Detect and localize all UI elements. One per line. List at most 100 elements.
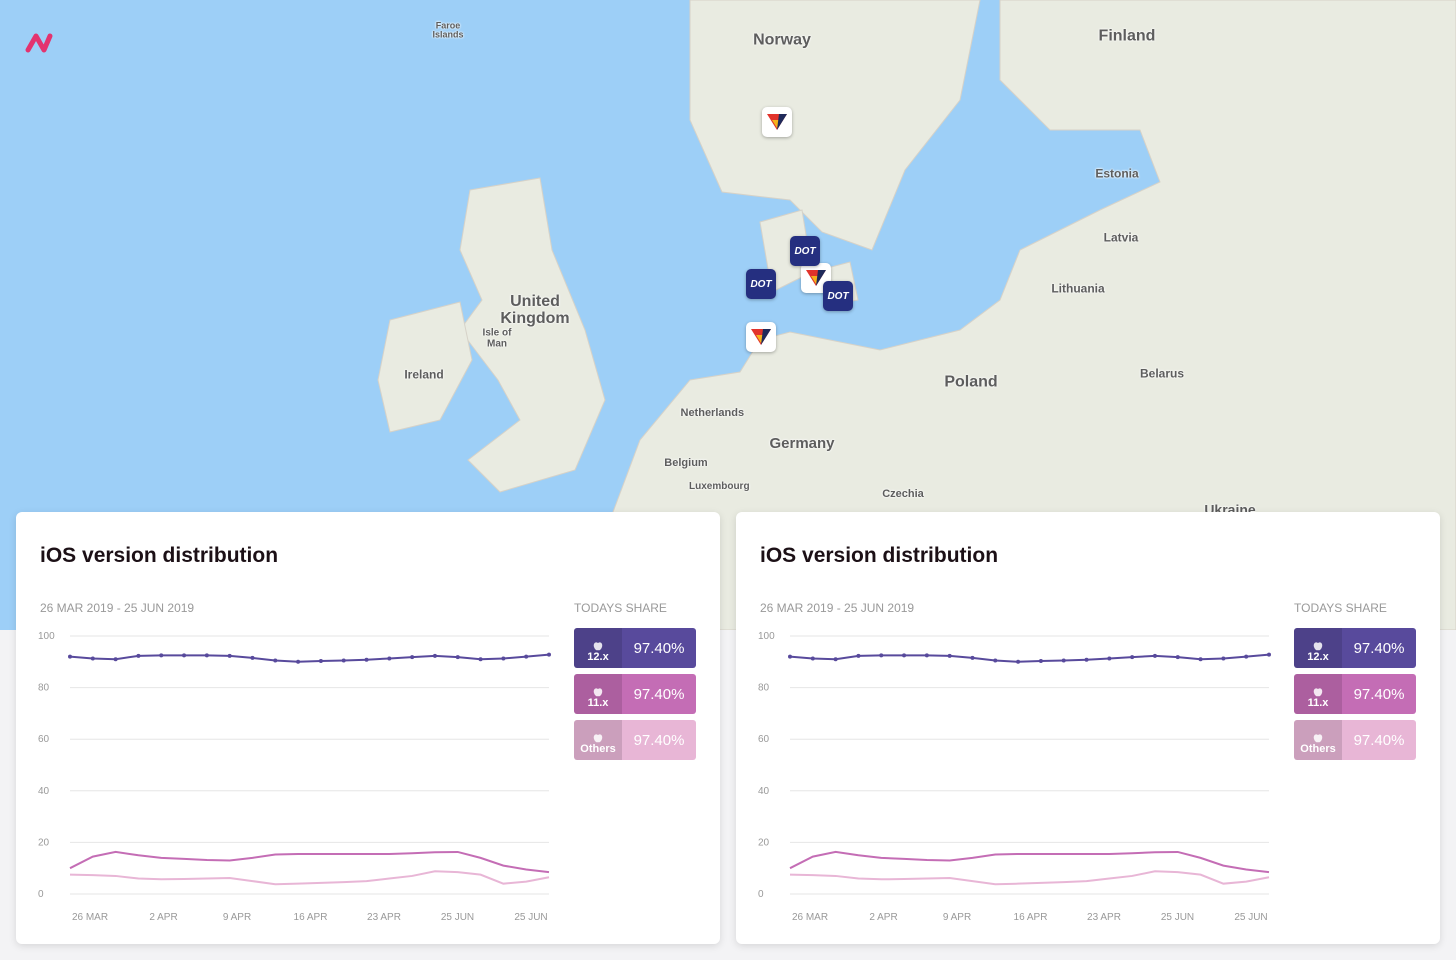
map-label: Germany: [769, 435, 835, 453]
share-value: 97.40%: [633, 731, 685, 749]
share-item: 12.x 97.40%: [1294, 628, 1416, 668]
point: [113, 657, 118, 662]
version-label: 12.x: [587, 651, 609, 663]
point: [947, 653, 952, 658]
y-tick-label: 100: [38, 631, 55, 642]
point: [1244, 654, 1249, 659]
map-label: Poland: [944, 373, 998, 391]
point: [1038, 659, 1043, 664]
map-label: Finland: [1098, 27, 1156, 45]
app-icon: [806, 270, 826, 286]
app-marker[interactable]: [746, 322, 776, 352]
series-line: [789, 653, 1270, 663]
apple-icon: [1313, 731, 1323, 743]
dot-marker[interactable]: DOT: [823, 281, 853, 311]
point: [993, 658, 998, 663]
version-label: 12.x: [1307, 651, 1329, 663]
map-label: United Kingdom: [500, 293, 570, 327]
map-label: Estonia: [1095, 166, 1139, 181]
map-label: Norway: [753, 31, 811, 49]
point: [788, 654, 792, 659]
share-value: 97.40%: [1353, 685, 1405, 703]
point: [90, 656, 95, 661]
y-tick-label: 100: [758, 631, 775, 642]
series-line: [69, 870, 550, 886]
share-value: 97.40%: [633, 685, 685, 703]
point: [1152, 653, 1157, 658]
share-value: 97.40%: [1353, 639, 1405, 657]
version: 11.x: [574, 674, 622, 714]
y-tick-label: 0: [758, 889, 764, 900]
apple-shape: [593, 685, 603, 697]
y-tick-label: 60: [758, 734, 770, 745]
point: [856, 653, 861, 658]
x-tick-label: 23 APR: [367, 912, 401, 922]
map-label: Lithuania: [1051, 281, 1105, 296]
card-title: iOS version distribution: [40, 544, 279, 567]
share-item: Others 97.40%: [1294, 720, 1416, 760]
card-title: iOS version distribution: [760, 544, 999, 567]
x-tick-label: 26 MAR: [72, 912, 108, 922]
map-label: Latvia: [1103, 230, 1139, 245]
point: [410, 655, 415, 660]
version: Others: [1294, 720, 1342, 760]
dot-marker[interactable]: DOT: [746, 269, 776, 299]
line-chart: 0 20 40 60 80 100 26 MAR 2 APR 9 APR 16 APR 23 APR…: [758, 631, 1271, 922]
point: [924, 653, 929, 658]
map-label: Faroe Islands: [432, 20, 464, 40]
y-tick-label: 40: [758, 786, 770, 797]
y-tick-label: 20: [38, 837, 50, 848]
card: iOS version distribution 26 MAR 2019 - 25…: [736, 512, 1440, 944]
x-tick-label: 25 JUN: [514, 912, 547, 922]
point: [204, 653, 209, 658]
point: [1221, 656, 1226, 661]
y-tick-label: 60: [38, 734, 50, 745]
y-tick-label: 0: [38, 889, 44, 900]
apple-icon: [1313, 639, 1323, 651]
y-tick-label: 80: [758, 683, 770, 694]
y-tick-label: 20: [758, 837, 770, 848]
point: [227, 653, 232, 658]
series-line: [69, 653, 550, 663]
x-tick-label: 9 APR: [223, 912, 251, 922]
share-item: Others 97.40%: [574, 720, 696, 760]
map-label: Luxembourg: [689, 480, 750, 492]
point: [1061, 658, 1066, 663]
x-tick-label: 9 APR: [943, 912, 971, 922]
map-label: Isle of Man: [482, 327, 512, 349]
point: [1267, 652, 1271, 657]
point: [341, 658, 346, 663]
x-tick-label: 16 APR: [294, 912, 328, 922]
point: [478, 657, 483, 662]
x-tick-label: 2 APR: [149, 912, 177, 922]
x-tick-label: 16 APR: [1014, 912, 1048, 922]
point: [296, 659, 301, 664]
dot-marker[interactable]: DOT: [790, 236, 820, 266]
apple-shape: [1313, 731, 1323, 743]
map-label: Belgium: [664, 457, 708, 470]
apple-icon: [593, 685, 603, 697]
version-label: Others: [580, 743, 616, 755]
card: iOS version distribution 26 MAR 2019 - 25…: [16, 512, 720, 944]
map-label: Ireland: [404, 367, 444, 382]
point: [879, 653, 884, 658]
series-line: [69, 850, 550, 874]
series-line: [789, 850, 1270, 874]
app-icon: [767, 114, 787, 130]
version-label: 11.x: [587, 697, 609, 709]
point: [364, 657, 369, 662]
date-range: 26 MAR 2019 - 25 JUN 2019: [40, 601, 195, 615]
x-tick-label: 26 MAR: [792, 912, 828, 922]
point: [250, 655, 255, 660]
share-value: 97.40%: [633, 639, 685, 657]
apple-shape: [593, 639, 603, 651]
map-label: Czechia: [882, 488, 924, 501]
app-marker[interactable]: [762, 107, 792, 137]
apple-icon: [1313, 685, 1323, 697]
y-tick-label: 40: [38, 786, 50, 797]
apple-icon: [593, 731, 603, 743]
x-tick-label: 25 JUN: [441, 912, 474, 922]
point: [432, 653, 437, 658]
version-label: 11.x: [1307, 697, 1329, 709]
